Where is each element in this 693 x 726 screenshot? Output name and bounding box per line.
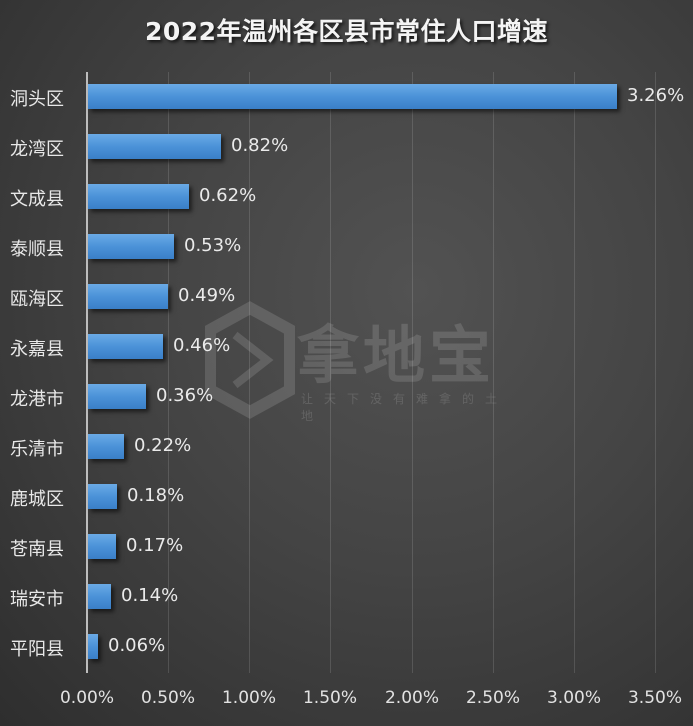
x-tick-label: 3.00% — [546, 688, 601, 708]
watermark-logo-icon — [204, 301, 296, 419]
category-label: 瓯海区 — [10, 289, 64, 310]
bar-row: 泰顺县 0.53% — [0, 222, 693, 272]
bar[interactable] — [88, 584, 111, 609]
bar[interactable] — [88, 434, 124, 459]
watermark-text: 拿地宝 — [297, 319, 496, 392]
x-tick-label: 1.00% — [221, 688, 276, 708]
x-tick-label: 3.50% — [627, 688, 682, 708]
category-label: 龙湾区 — [10, 139, 64, 160]
value-label: 0.49% — [178, 285, 236, 306]
bar[interactable] — [88, 84, 617, 109]
value-label: 0.46% — [173, 335, 231, 356]
category-label: 泰顺县 — [10, 239, 64, 260]
bar[interactable] — [88, 634, 98, 659]
category-label: 苍南县 — [10, 539, 64, 560]
chart-title: 2022年温州各区县市常住人口增速 — [144, 17, 549, 46]
bar-row: 鹿城区 0.18% — [0, 472, 693, 522]
x-tick-label: 1.50% — [302, 688, 357, 708]
value-label: 0.18% — [127, 485, 185, 506]
gridline — [330, 72, 331, 673]
bar-row: 瑞安市 0.14% — [0, 572, 693, 622]
bar-row: 永嘉县 0.46% — [0, 322, 693, 372]
bar-row: 文成县 0.62% — [0, 172, 693, 222]
x-tick-label: 2.50% — [465, 688, 520, 708]
value-label: 0.06% — [108, 635, 166, 656]
value-label: 0.62% — [199, 185, 257, 206]
value-label: 0.36% — [156, 385, 214, 406]
category-label: 鹿城区 — [10, 489, 64, 510]
bar[interactable] — [88, 384, 146, 409]
y-axis-line — [86, 72, 88, 673]
bar[interactable] — [88, 134, 221, 159]
x-tick-label: 0.50% — [140, 688, 195, 708]
x-tick-label: 0.00% — [59, 688, 114, 708]
watermark-slogan: 让天下没有难拿的土地 — [301, 392, 509, 423]
gridline — [655, 72, 656, 673]
value-label: 0.14% — [121, 585, 179, 606]
category-label: 平阳县 — [10, 639, 64, 660]
category-label: 永嘉县 — [10, 339, 64, 360]
value-label: 3.26% — [627, 85, 685, 106]
gridline — [168, 72, 169, 673]
bar-row: 龙湾区 0.82% — [0, 122, 693, 172]
bar-row: 瓯海区 0.49% — [0, 272, 693, 322]
gridline — [412, 72, 413, 673]
gridline — [493, 72, 494, 673]
bar[interactable] — [88, 234, 174, 259]
category-label: 瑞安市 — [10, 589, 64, 610]
category-label: 文成县 — [10, 189, 64, 210]
x-tick-label: 2.00% — [384, 688, 439, 708]
value-label: 0.53% — [184, 235, 242, 256]
bar-row: 苍南县 0.17% — [0, 522, 693, 572]
bar[interactable] — [88, 534, 116, 559]
value-label: 0.17% — [126, 535, 184, 556]
gridline — [574, 72, 575, 673]
bar-row: 龙港市 0.36% — [0, 372, 693, 422]
category-label: 龙港市 — [10, 389, 64, 410]
bar-row: 乐清市 0.22% — [0, 422, 693, 472]
bar[interactable] — [88, 284, 168, 309]
bar-row: 平阳县 0.06% — [0, 622, 693, 672]
value-label: 0.82% — [231, 135, 289, 156]
bar[interactable] — [88, 184, 189, 209]
bar-row: 洞头区 3.26% — [0, 72, 693, 122]
category-label: 洞头区 — [10, 89, 64, 110]
category-label: 乐清市 — [10, 439, 64, 460]
gridline — [249, 72, 250, 673]
bar[interactable] — [88, 334, 163, 359]
watermark: 拿地宝 让天下没有难拿的土地 — [204, 300, 525, 423]
bar[interactable] — [88, 484, 117, 509]
value-label: 0.22% — [134, 435, 192, 456]
